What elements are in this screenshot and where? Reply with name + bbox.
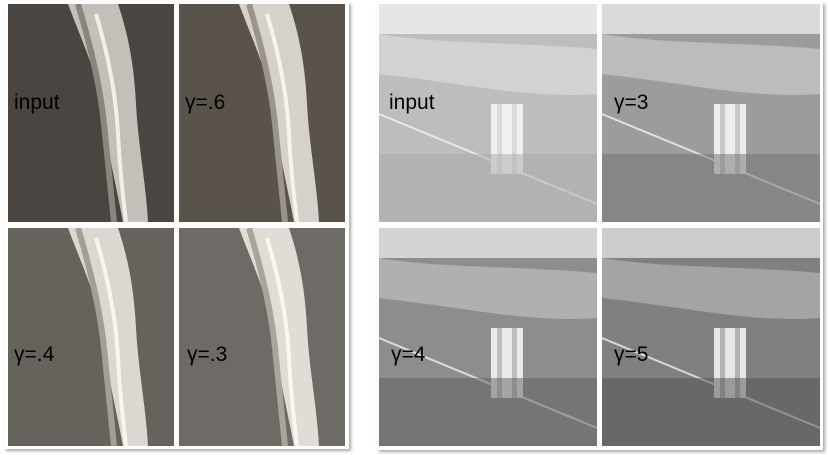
aerial-airport-image bbox=[379, 4, 597, 222]
aerial-airport-image bbox=[602, 228, 820, 446]
mri-panel-gamma-06: γ=.6 bbox=[179, 4, 345, 222]
mri-figure-group: input γ=.6 γ=.4 γ=.3 bbox=[4, 2, 349, 449]
aerial-panel-gamma-5-label: γ=5 bbox=[614, 343, 649, 366]
aerial-panel-input-label: input bbox=[389, 91, 435, 114]
mri-spine-image bbox=[179, 4, 345, 222]
aerial-airport-image bbox=[602, 4, 820, 222]
aerial-panel-gamma-4: γ=4 bbox=[379, 228, 597, 446]
aerial-panel-gamma-3: γ=3 bbox=[602, 4, 820, 222]
aerial-panel-gamma-3-label: γ=3 bbox=[614, 91, 649, 114]
mri-panel-gamma-04-label: γ=.4 bbox=[14, 343, 55, 366]
mri-panel-gamma-03: γ=.3 bbox=[179, 228, 345, 446]
aerial-airport-image bbox=[379, 228, 597, 446]
mri-panel-gamma-04: γ=.4 bbox=[8, 228, 174, 446]
mri-panel-input-label: input bbox=[14, 91, 60, 114]
mri-panel-gamma-03-label: γ=.3 bbox=[187, 343, 228, 366]
mri-spine-image bbox=[8, 4, 174, 222]
aerial-figure-group: input γ=3 γ=4 bbox=[377, 2, 823, 450]
mri-panel-gamma-06-label: γ=.6 bbox=[185, 91, 226, 114]
aerial-panel-gamma-5: γ=5 bbox=[602, 228, 820, 446]
aerial-panel-gamma-4-label: γ=4 bbox=[391, 343, 426, 366]
mri-spine-image bbox=[8, 228, 174, 446]
aerial-panel-input: input bbox=[379, 4, 597, 222]
mri-spine-image bbox=[179, 228, 345, 446]
mri-panel-input: input bbox=[8, 4, 174, 222]
